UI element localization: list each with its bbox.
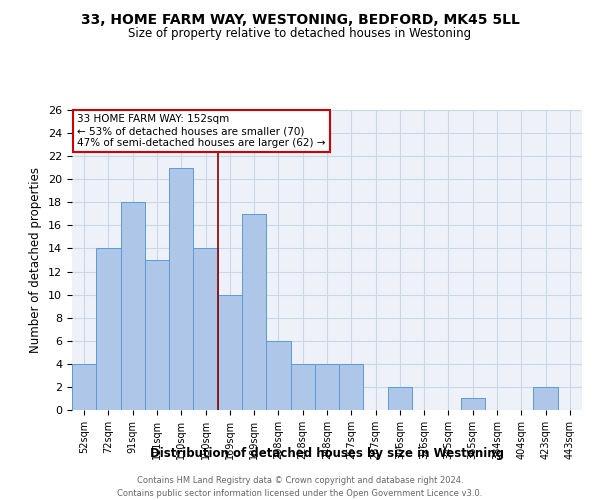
Bar bbox=[266, 341, 290, 410]
Text: Contains HM Land Registry data © Crown copyright and database right 2024.
Contai: Contains HM Land Registry data © Crown c… bbox=[118, 476, 482, 498]
Bar bbox=[72, 364, 96, 410]
Text: 33, HOME FARM WAY, WESTONING, BEDFORD, MK45 5LL: 33, HOME FARM WAY, WESTONING, BEDFORD, M… bbox=[80, 12, 520, 26]
Text: 33 HOME FARM WAY: 152sqm
← 53% of detached houses are smaller (70)
47% of semi-d: 33 HOME FARM WAY: 152sqm ← 53% of detach… bbox=[77, 114, 326, 148]
Bar bbox=[461, 398, 485, 410]
Bar bbox=[169, 168, 193, 410]
Bar bbox=[533, 387, 558, 410]
Bar bbox=[193, 248, 218, 410]
Y-axis label: Number of detached properties: Number of detached properties bbox=[29, 167, 43, 353]
Bar bbox=[145, 260, 169, 410]
Bar bbox=[290, 364, 315, 410]
Bar bbox=[218, 294, 242, 410]
Bar bbox=[315, 364, 339, 410]
Text: Distribution of detached houses by size in Westoning: Distribution of detached houses by size … bbox=[150, 448, 504, 460]
Bar bbox=[96, 248, 121, 410]
Bar bbox=[388, 387, 412, 410]
Text: Size of property relative to detached houses in Westoning: Size of property relative to detached ho… bbox=[128, 28, 472, 40]
Bar bbox=[339, 364, 364, 410]
Bar bbox=[242, 214, 266, 410]
Bar bbox=[121, 202, 145, 410]
